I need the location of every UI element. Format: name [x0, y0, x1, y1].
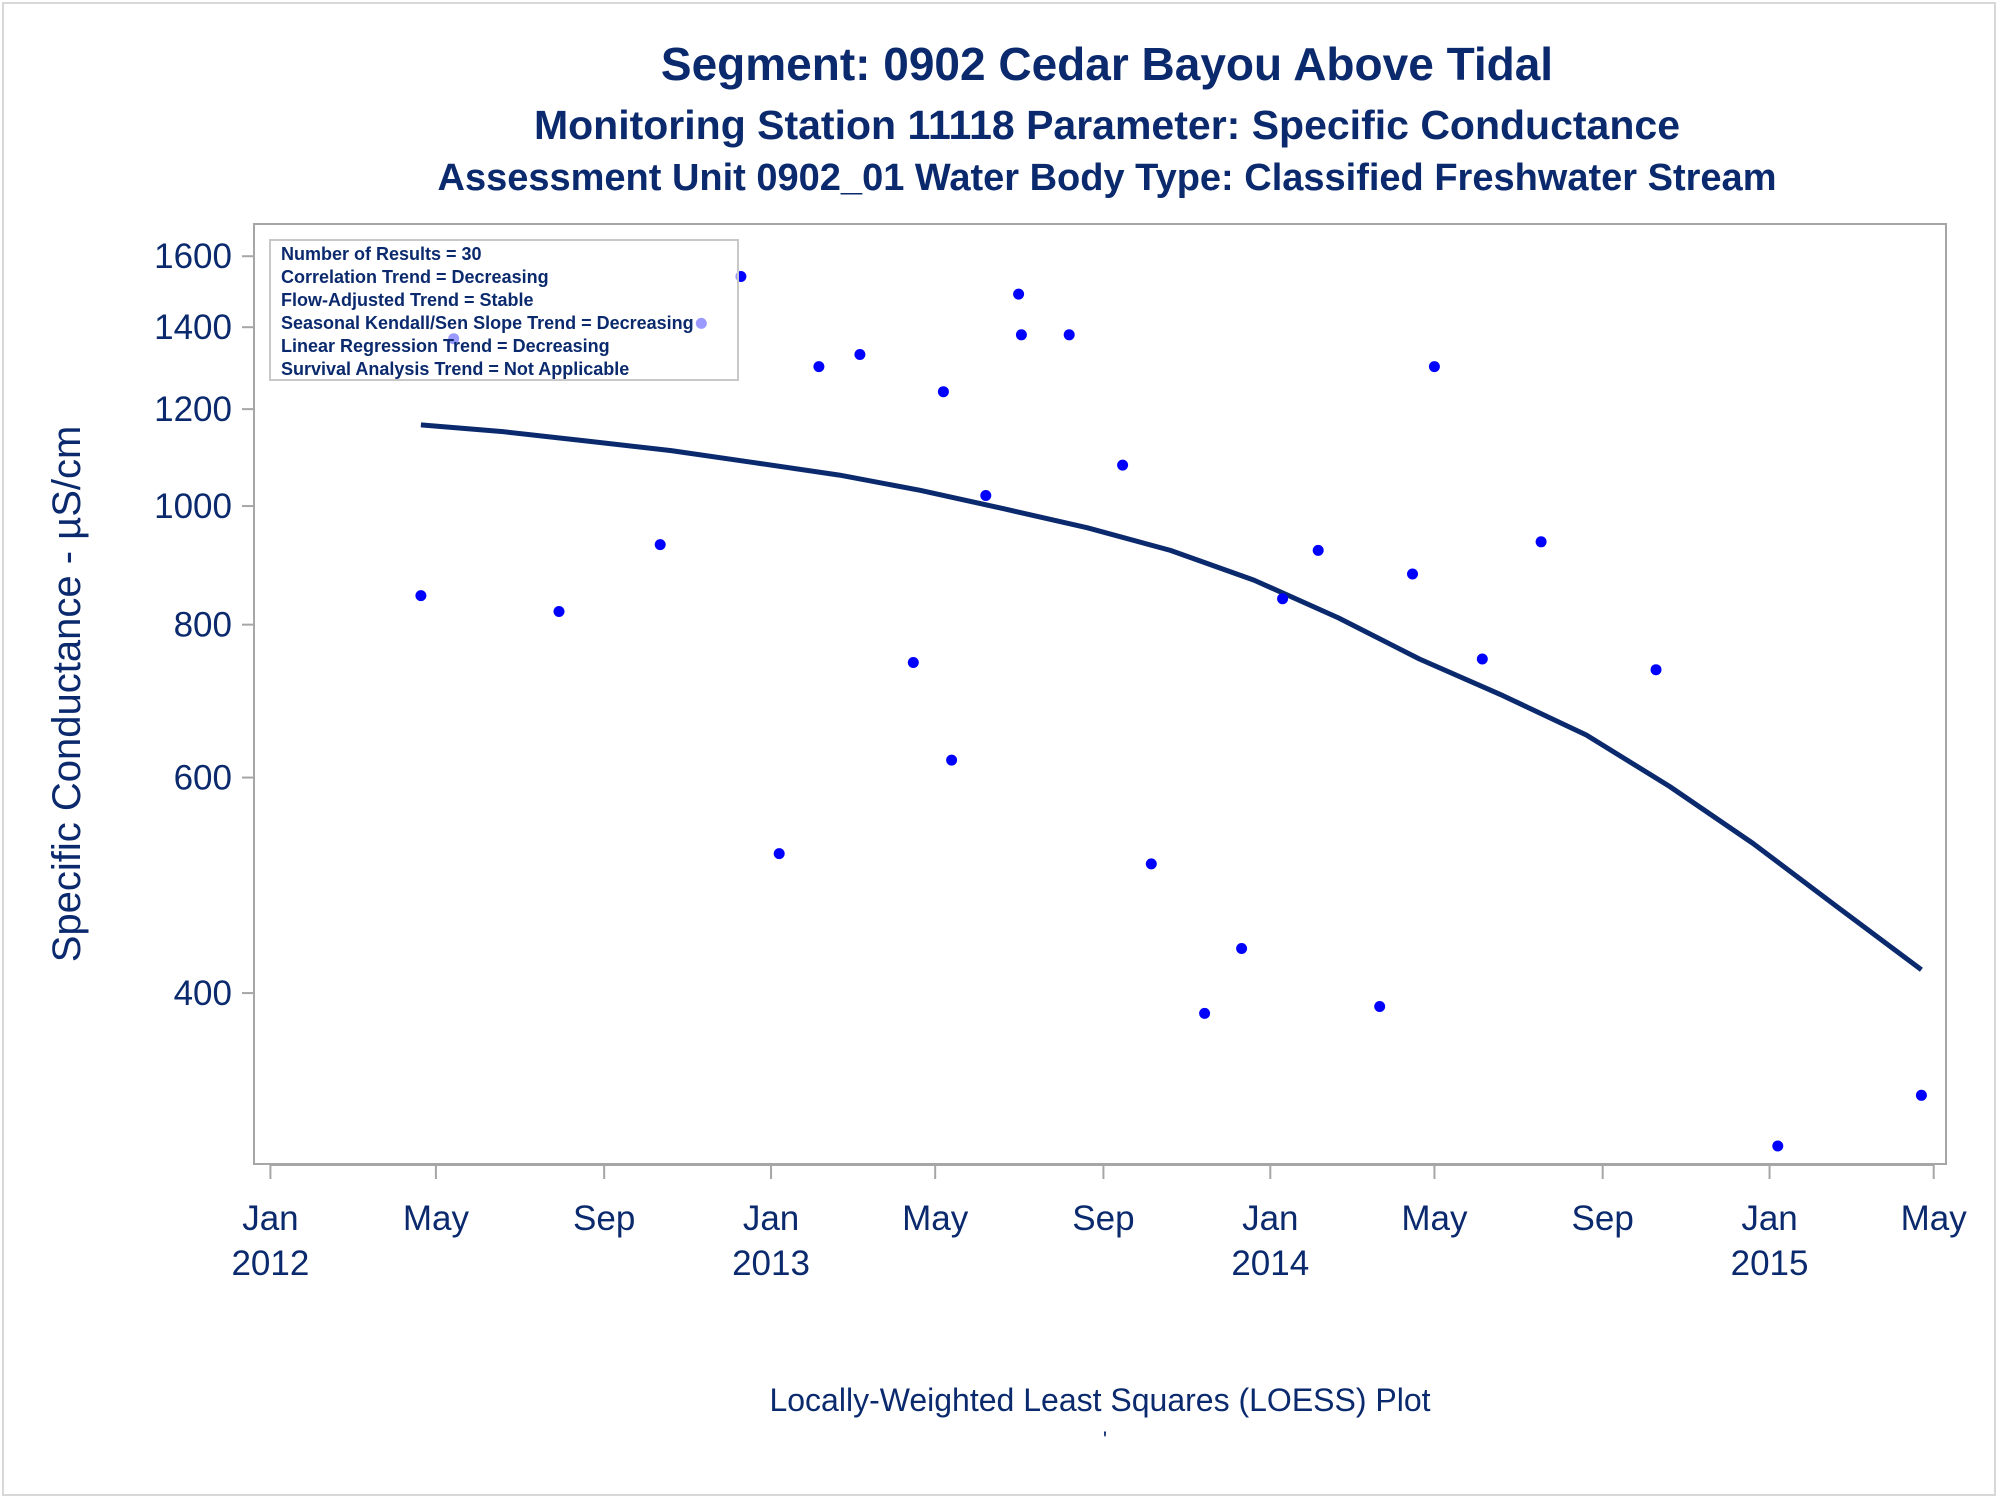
- data-point: [980, 490, 992, 501]
- legend-line-results: Number of Results = 30: [281, 244, 482, 264]
- data-point: [1199, 1007, 1211, 1019]
- x-tick-label-year: 2012: [231, 1244, 309, 1283]
- chart-subtitle: Monitoring Station 11118 Parameter: Spec…: [534, 102, 1680, 148]
- data-point: [1476, 653, 1488, 665]
- data-point: [415, 590, 427, 602]
- y-tick-label: 400: [174, 974, 232, 1013]
- x-tick-label-month: Jan: [242, 1199, 298, 1238]
- legend-line-survival: Survival Analysis Trend = Not Applicable: [281, 359, 629, 379]
- footnote-mark: ': [1103, 1427, 1107, 1452]
- data-point: [854, 349, 866, 360]
- data-point: [1013, 288, 1025, 300]
- data-point: [1015, 329, 1027, 341]
- data-point: [1145, 858, 1157, 870]
- x-tick-label-month: May: [902, 1199, 969, 1238]
- data-point: [937, 386, 949, 398]
- loess-curve-layer: [420, 422, 1923, 972]
- x-tick-label-month: Jan: [743, 1199, 799, 1238]
- chart-title: Segment: 0902 Cedar Bayou Above Tidal: [661, 38, 1553, 90]
- data-point: [1407, 568, 1418, 580]
- legend-line-seasonal-kendall: Seasonal Kendall/Sen Slope Trend = Decre…: [281, 313, 694, 333]
- x-tick-label-year: 2014: [1231, 1244, 1309, 1283]
- data-point: [773, 848, 785, 860]
- x-tick-label-month: May: [403, 1199, 470, 1238]
- data-point: [1772, 1140, 1784, 1152]
- y-tick-label: 1200: [154, 390, 232, 429]
- loess-curve: [420, 422, 1923, 972]
- data-point: [1277, 593, 1289, 605]
- legend-line-correlation: Correlation Trend = Decreasing: [281, 267, 549, 287]
- data-point: [1535, 536, 1547, 548]
- x-tick-label-month: Sep: [1572, 1199, 1634, 1238]
- x-tick-label-month: Jan: [1242, 1199, 1298, 1238]
- y-tick-label: 800: [174, 606, 232, 645]
- data-point: [1428, 361, 1440, 373]
- y-tick-label: 1600: [154, 237, 232, 276]
- data-point: [907, 657, 919, 668]
- x-tick-label-month: Jan: [1741, 1199, 1797, 1238]
- x-tick-label-year: 2015: [1731, 1244, 1809, 1283]
- data-points: [415, 271, 1927, 1152]
- data-point: [1374, 1001, 1386, 1012]
- x-tick-label-month: May: [1401, 1199, 1468, 1238]
- data-point: [1063, 329, 1075, 341]
- data-point: [553, 606, 565, 617]
- x-tick-label-year: 2013: [732, 1244, 810, 1283]
- legend-line-linear-regression: Linear Regression Trend = Decreasing: [281, 336, 610, 356]
- data-point: [654, 539, 666, 551]
- y-axis-label: Specific Conductance - µS/cm: [45, 426, 89, 963]
- y-tick-label: 1400: [154, 308, 232, 347]
- data-point: [946, 754, 958, 766]
- y-tick-label: 600: [174, 759, 232, 798]
- data-point: [813, 361, 825, 373]
- data-point: [1117, 459, 1129, 471]
- data-point: [1312, 544, 1324, 556]
- data-point: [1915, 1089, 1927, 1101]
- trend-legend: Number of Results = 30 Correlation Trend…: [269, 239, 739, 381]
- x-tick-label-month: Sep: [1072, 1199, 1134, 1238]
- y-axis: 400 600 800 1000 1200 1400 1600: [154, 237, 254, 1013]
- x-tick-label-month: May: [1901, 1199, 1968, 1238]
- x-axis: Jan 2012 May Sep Jan 2013 May Sep Jan 2014 May Sep J…: [231, 1164, 1968, 1283]
- data-point: [1650, 664, 1662, 676]
- legend-line-flow-adjusted: Flow-Adjusted Trend = Stable: [281, 290, 534, 310]
- x-tick-label-month: Sep: [573, 1199, 635, 1238]
- chart-subtitle-2: Assessment Unit 0902_01 Water Body Type:…: [438, 157, 1777, 199]
- y-tick-label: 1000: [154, 487, 232, 526]
- footnote: Locally-Weighted Least Squares (LOESS) P…: [769, 1382, 1430, 1418]
- legend-box: [269, 239, 739, 381]
- data-point: [1236, 943, 1248, 954]
